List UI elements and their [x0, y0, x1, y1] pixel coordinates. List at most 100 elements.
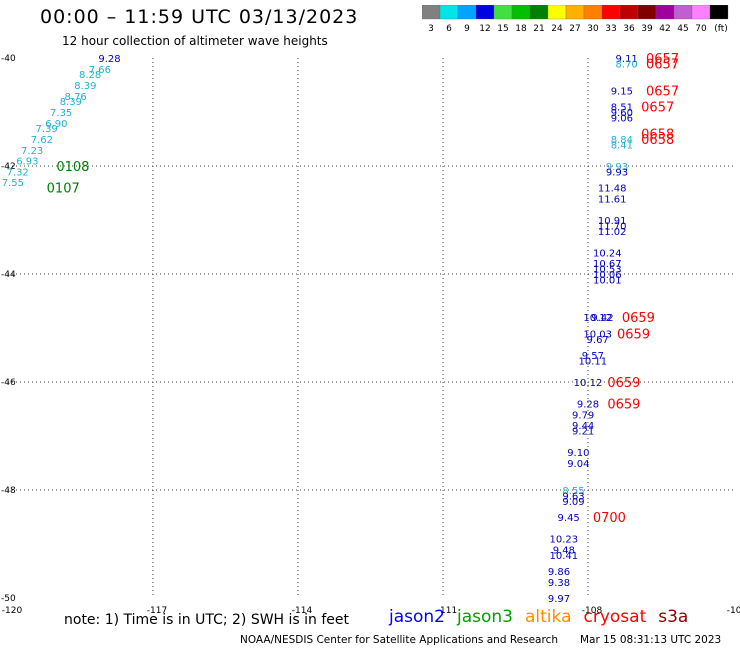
wave-height-label: 10.41: [550, 551, 579, 562]
wave-height-label: 10.06: [593, 270, 622, 281]
wave-height-label: 9.60: [611, 108, 633, 119]
wave-height-label: 10.24: [593, 248, 622, 259]
color-scale-label: 15: [497, 24, 508, 34]
color-scale-label: 36: [623, 24, 635, 34]
wave-height-label: 9.28: [577, 400, 599, 411]
wave-height-label: 9.93: [606, 162, 628, 173]
color-scale-label: 12: [479, 24, 490, 34]
wave-height-label: 9.86: [548, 567, 570, 578]
wave-height-label: 8.55: [562, 486, 584, 497]
x-tick-label: -120: [2, 606, 23, 616]
wave-height-label: 9.04: [567, 459, 589, 470]
chart-title: 00:00 – 11:59 UTC 03/13/2023: [40, 6, 359, 28]
wave-height-label: 9.48: [553, 545, 575, 556]
wave-height-label: 9.15: [611, 86, 633, 97]
x-tick-label: -114: [292, 606, 313, 616]
generated-timestamp: Mar 15 08:31:13 UTC 2023: [580, 634, 722, 646]
legend-entry: altika: [525, 607, 572, 627]
pass-time-label: 0657: [646, 84, 679, 99]
wave-height-label: 9.44: [572, 421, 594, 432]
color-scale-label: 42: [659, 24, 670, 34]
wave-height-label: 9.57: [582, 351, 604, 362]
color-scale-label: (ft): [714, 24, 728, 34]
wave-height-label: 8.84: [611, 135, 633, 146]
color-scale-label: 45: [677, 24, 688, 34]
wave-height-label: 7.23: [21, 146, 43, 157]
color-scale-label: 39: [641, 24, 653, 34]
wave-height-label: 9.21: [572, 427, 594, 438]
pass-time-label: 0658: [641, 128, 674, 143]
wave-height-label: 8.39: [74, 81, 96, 92]
y-tick-label: -40: [1, 54, 16, 64]
wave-height-label: 9.97: [548, 594, 570, 605]
wave-height-label: 7.55: [2, 178, 24, 189]
wave-height-label: 10.12: [574, 378, 603, 389]
wave-height-label: 9.11: [616, 54, 638, 65]
x-tick-label: -111: [437, 606, 457, 616]
wave-height-label: 10.67: [593, 259, 622, 270]
x-tick-label: -105: [727, 606, 740, 616]
wave-height-label: 7.39: [36, 124, 58, 135]
pass-time-label: 0107: [47, 182, 80, 197]
wave-height-label: 7.62: [31, 135, 53, 146]
wave-height-label: 7.35: [50, 108, 72, 119]
color-swatch: [709, 5, 729, 20]
pass-time-label: 0657: [646, 57, 679, 72]
pass-time-label: 0659: [617, 327, 650, 342]
satellite-legend: jason2 jason3 altika cryosat s3a: [389, 607, 700, 627]
legend-entry: jason3: [457, 607, 513, 627]
pass-time-label: 0658: [641, 133, 674, 148]
wave-height-label: 9.93: [606, 167, 628, 178]
wave-height-label: 9.10: [567, 448, 589, 459]
y-tick-label: -44: [1, 270, 16, 280]
color-scale-label: 70: [695, 24, 707, 34]
wave-height-label: 8.39: [60, 97, 82, 108]
pass-time-label: 0659: [607, 376, 640, 391]
footer-note: note: 1) Time is in UTC; 2) SWH is in fe…: [64, 612, 350, 628]
wave-height-label: 8.41: [611, 140, 633, 151]
wave-height-label: 9.79: [572, 410, 594, 421]
wave-height-label: 6.90: [45, 119, 67, 130]
color-scale-label: 18: [515, 24, 527, 34]
wave-height-label: 9.06: [611, 113, 633, 124]
color-scale-label: 6: [446, 24, 452, 34]
color-scale-label: 30: [587, 24, 599, 34]
y-tick-label: -46: [1, 378, 16, 388]
wave-height-label: 9.28: [98, 54, 120, 65]
wave-height-label: 9.09: [562, 497, 584, 508]
color-scale-bar: 3 6 9 12 15 18 21 24 27 30 33 36 39 42 45 70 (ft): [422, 5, 729, 34]
color-scale-label: 3: [428, 24, 434, 34]
legend-entry: jason2: [389, 607, 445, 627]
wave-height-label: 8.51: [611, 103, 633, 114]
wave-height-label: 9.45: [558, 513, 580, 524]
x-tick-label: -108: [582, 606, 603, 616]
wave-height-label: 10.53: [593, 265, 622, 276]
chart-subtitle: 12 hour collection of altimeter wave hei…: [62, 34, 328, 48]
wave-height-label: 11.61: [598, 194, 627, 205]
color-scale-label: 27: [569, 24, 580, 34]
wave-height-label: 9.42: [591, 313, 613, 324]
y-tick-label: -48: [1, 486, 16, 496]
legend-entry: s3a: [658, 607, 689, 627]
color-scale-label: 33: [605, 24, 616, 34]
wave-height-label: 7.32: [7, 167, 29, 178]
wave-height-label: 8.70: [616, 59, 638, 70]
y-tick-label: -50: [1, 594, 16, 604]
wave-height-label: 11.02: [598, 227, 627, 238]
wave-height-label: 10.23: [550, 535, 579, 546]
color-scale-label: 9: [464, 24, 470, 34]
wave-height-label: 11.70: [598, 221, 627, 232]
pass-time-label: 0700: [593, 511, 626, 526]
color-scale-label: 24: [551, 24, 563, 34]
pass-time-label: 0659: [607, 398, 640, 413]
legend-entry: cryosat: [583, 607, 647, 627]
x-tick-label: -117: [147, 606, 167, 616]
pass-time-label: 0657: [646, 52, 679, 67]
wave-height-label: 8.28: [79, 70, 101, 81]
wave-height-label: 10.12: [583, 313, 612, 324]
pass-time-label: 0108: [56, 160, 89, 175]
wave-height-label: 6.93: [16, 157, 38, 168]
y-tick-label: -42: [1, 162, 16, 172]
wave-height-label: 10.91: [598, 216, 627, 227]
